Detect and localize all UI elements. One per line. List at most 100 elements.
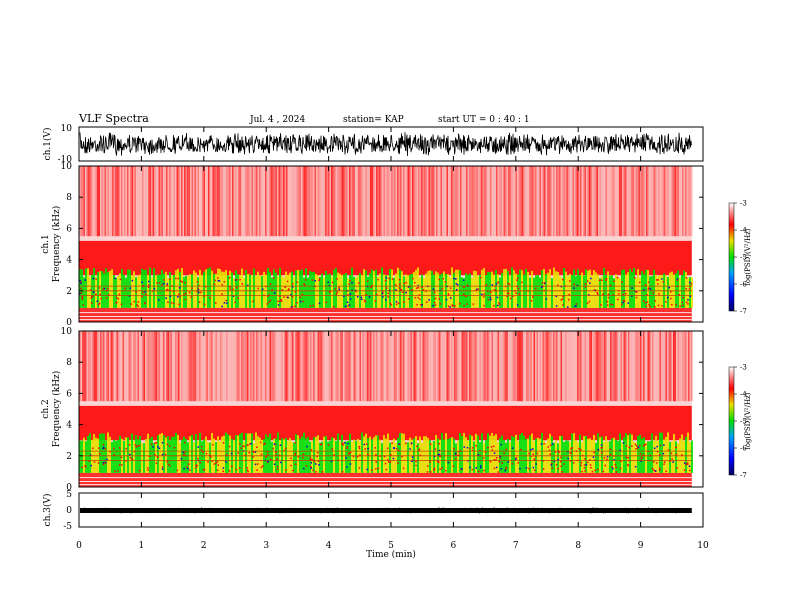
- spectro-column: [562, 166, 564, 237]
- spectro-column: [616, 331, 618, 402]
- spectro-column: [476, 166, 478, 237]
- spectro-band-green: [299, 270, 301, 308]
- spectro-column: [491, 331, 493, 402]
- spectro-column: [283, 166, 285, 237]
- spectro-speck: [507, 282, 509, 285]
- spectro-speck: [334, 288, 337, 290]
- spectro-speck: [583, 467, 586, 469]
- spectro-band-green: [671, 271, 673, 308]
- spectro-band-green: [431, 270, 433, 308]
- spectro-band-green: [689, 442, 691, 473]
- spectro-column: [356, 331, 358, 402]
- spectro-band-green: [153, 443, 155, 473]
- spectro-column: [298, 331, 300, 402]
- spectro-column: [302, 331, 304, 402]
- spectro-speck: [252, 456, 254, 458]
- spectro-speck: [560, 456, 562, 459]
- spectro-column: [536, 331, 538, 402]
- spectro-column: [557, 166, 559, 237]
- spectro-band-green: [209, 442, 211, 473]
- spectro-band-green: [571, 433, 573, 473]
- spectro-column: [431, 331, 433, 402]
- spectro-band-green: [403, 433, 405, 473]
- spectro-band-green: [351, 267, 353, 308]
- spectro-column: [649, 331, 651, 402]
- spectro-column: [479, 166, 481, 237]
- spectro-band-green: [179, 272, 181, 308]
- spectro-speck: [155, 462, 158, 465]
- spectro-speck: [181, 281, 184, 283]
- spectro-band-green: [155, 275, 157, 308]
- spectro-speck: [98, 447, 100, 449]
- spectro-speck: [624, 292, 627, 295]
- spectro-speck: [130, 303, 132, 305]
- spectro-column: [311, 331, 313, 402]
- spectro-column: [101, 331, 103, 402]
- spectro-column: [244, 331, 246, 402]
- spectro-band-green: [659, 432, 661, 473]
- spectro-band-green: [437, 272, 439, 308]
- spectro-speck: [294, 291, 297, 293]
- spectro-column: [416, 331, 418, 402]
- spectro-speck: [475, 444, 477, 447]
- spectro-speck: [617, 298, 619, 301]
- spectro-speck: [336, 291, 339, 293]
- spectro-column: [188, 331, 190, 402]
- spectro-column: [121, 331, 123, 402]
- spectro-column: [611, 331, 613, 402]
- spectro-speck: [225, 461, 227, 463]
- spectro-column: [307, 166, 309, 237]
- spectro-band-green: [141, 442, 143, 473]
- spectro-column: [484, 166, 486, 237]
- spectro-speck: [422, 289, 425, 291]
- spectro-band-green: [237, 435, 239, 473]
- spectro-speck: [419, 454, 422, 457]
- spectro-band-green: [81, 269, 83, 308]
- spectro-speck: [658, 293, 660, 295]
- spectro-speck: [131, 279, 134, 282]
- spectro-speck: [247, 284, 249, 287]
- spectro-speck: [294, 442, 296, 444]
- spectro-speck: [453, 277, 455, 280]
- spectro-speck: [607, 293, 610, 296]
- spectro-speck: [383, 455, 386, 458]
- spectro-column: [580, 331, 582, 402]
- spectro-speck: [567, 457, 569, 460]
- spectro-speck: [657, 279, 659, 281]
- spectro-column: [235, 166, 237, 237]
- spectro-speck: [555, 464, 558, 466]
- spectro-speck: [121, 464, 123, 466]
- spectro-column: [532, 166, 534, 237]
- spectro-speck: [401, 455, 403, 458]
- spectro-speck: [297, 456, 300, 458]
- spectro-speck: [506, 295, 508, 298]
- spectro-column: [272, 331, 274, 402]
- spectro-band-green: [489, 272, 491, 308]
- spectro-speck: [425, 290, 427, 292]
- spectro-speck: [252, 300, 254, 303]
- spectro-band-green: [363, 436, 365, 473]
- spectro-column: [313, 331, 315, 402]
- spectro-band-green: [635, 442, 637, 473]
- spectro-band-green: [123, 274, 125, 308]
- spectro-speck: [403, 282, 406, 285]
- spectro-column: [334, 331, 336, 402]
- spectro-column: [85, 331, 87, 402]
- spectro-speck: [573, 283, 575, 286]
- spectro-band-green: [687, 432, 689, 473]
- spectro-band-green: [459, 432, 461, 473]
- spectro-speck: [560, 299, 563, 301]
- spectro-band-green: [313, 437, 315, 473]
- spectro-band-green: [317, 435, 319, 473]
- spectro-speck: [144, 302, 146, 305]
- spectro-speck: [381, 291, 384, 293]
- spectro-speck: [348, 452, 350, 455]
- spectro-column: [349, 166, 351, 237]
- spectro-band-green: [601, 276, 603, 308]
- date-label: Jul. 4 , 2024: [249, 115, 305, 125]
- spectro-speck: [511, 447, 514, 449]
- spectro-speck: [615, 466, 617, 469]
- spectro-speck: [290, 293, 292, 296]
- spectro-band-green: [583, 275, 585, 308]
- spectro-column: [292, 331, 294, 402]
